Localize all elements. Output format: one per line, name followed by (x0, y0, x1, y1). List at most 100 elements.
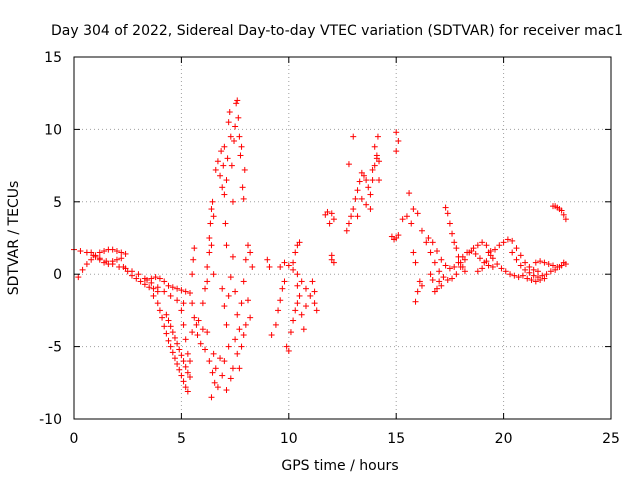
data-point (161, 278, 168, 285)
data-point (311, 288, 318, 295)
data-point (244, 297, 251, 304)
data-point (268, 332, 275, 339)
data-point (204, 263, 211, 270)
data-point (165, 337, 172, 344)
data-point (539, 272, 546, 279)
data-point (224, 155, 231, 162)
data-point (144, 276, 151, 283)
data-point (240, 332, 247, 339)
data-point (109, 246, 116, 253)
data-point (403, 213, 410, 220)
data-point (218, 148, 225, 155)
data-point (292, 249, 299, 256)
data-point (365, 184, 372, 191)
data-point (330, 259, 337, 266)
data-point (294, 300, 301, 307)
data-point (206, 249, 213, 256)
data-point (307, 292, 314, 299)
data-point (221, 303, 228, 310)
data-point (442, 262, 449, 269)
data-point (169, 329, 176, 336)
data-point (455, 253, 462, 260)
data-point (446, 265, 453, 272)
data-point (165, 317, 172, 324)
data-point (410, 249, 417, 256)
data-point (513, 245, 520, 252)
data-point (212, 166, 219, 173)
data-point (195, 317, 202, 324)
data-point (77, 248, 84, 255)
data-point (436, 278, 443, 285)
data-point (313, 307, 320, 314)
data-point (209, 369, 216, 376)
data-point (174, 297, 181, 304)
data-point (219, 285, 226, 292)
data-point (558, 207, 565, 214)
data-point (193, 321, 200, 328)
data-point (358, 195, 365, 202)
data-point (194, 332, 201, 339)
data-point (225, 292, 232, 299)
data-point (474, 268, 481, 275)
data-point (290, 317, 297, 324)
data-point (242, 256, 249, 263)
data-point (292, 307, 299, 314)
data-point (427, 249, 434, 256)
data-point (298, 278, 305, 285)
data-point (206, 358, 213, 365)
data-point (191, 314, 198, 321)
data-point (210, 271, 217, 278)
data-point (395, 232, 402, 239)
data-point (178, 372, 185, 379)
data-point (237, 152, 244, 159)
data-point (219, 372, 226, 379)
data-point (226, 109, 233, 116)
data-point (128, 272, 135, 279)
y-axis-label: SDTVAR / TECUs (6, 181, 22, 296)
data-point (178, 287, 185, 294)
x-tick-label: 10 (280, 431, 298, 447)
data-point (294, 282, 301, 289)
data-point (371, 143, 378, 150)
data-point (558, 262, 565, 269)
data-point (326, 220, 333, 227)
data-point (431, 259, 438, 266)
data-point (457, 259, 464, 266)
data-point (232, 288, 239, 295)
data-point (311, 300, 318, 307)
data-point (283, 343, 290, 350)
data-point (272, 321, 279, 328)
data-point (350, 133, 357, 140)
data-point (156, 307, 163, 314)
data-point (502, 268, 509, 275)
data-point (511, 272, 518, 279)
data-point (234, 350, 241, 357)
data-point (414, 288, 421, 295)
data-point (225, 343, 232, 350)
data-point (223, 242, 230, 249)
data-point (363, 201, 370, 208)
data-point (294, 271, 301, 278)
data-point (235, 114, 242, 121)
data-point (363, 177, 370, 184)
data-point (416, 278, 423, 285)
data-point (427, 271, 434, 278)
data-point (438, 256, 445, 263)
data-point (209, 198, 216, 205)
data-point (247, 314, 254, 321)
data-point (440, 274, 447, 281)
data-point (176, 346, 183, 353)
data-point (225, 119, 232, 126)
data-point (239, 184, 246, 191)
data-point (277, 263, 284, 270)
data-point (219, 184, 226, 191)
data-point (75, 274, 82, 281)
plot-frame (73, 56, 612, 420)
data-point (369, 166, 376, 173)
data-point (208, 242, 215, 249)
axis-ticks: 0 5 10 15 20 25 -10 -5 0 5 10 15 (39, 50, 620, 447)
data-point (418, 282, 425, 289)
data-point (517, 252, 524, 259)
data-point (184, 388, 191, 395)
data-point (449, 230, 456, 237)
